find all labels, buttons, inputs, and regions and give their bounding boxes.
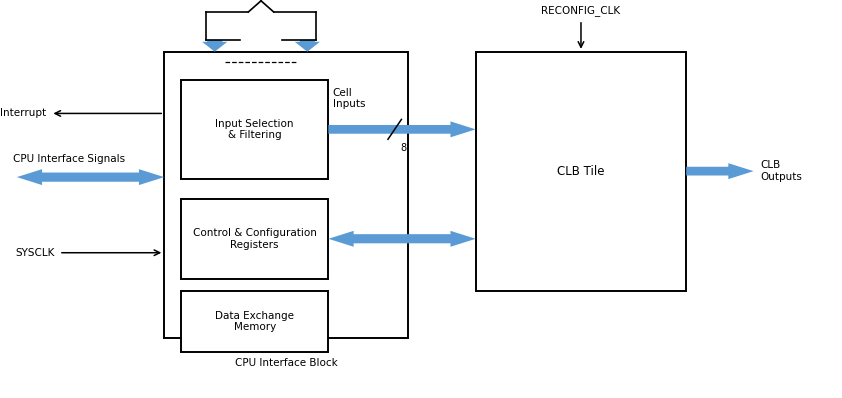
Text: Cell
Inputs: Cell Inputs: [333, 88, 365, 109]
Text: 8: 8: [400, 143, 406, 153]
Bar: [476, 52, 686, 291]
Text: CPU Interface Block: CPU Interface Block: [235, 358, 338, 368]
FancyArrow shape: [328, 231, 450, 247]
Text: Data Exchange
Memory: Data Exchange Memory: [216, 310, 294, 332]
FancyArrow shape: [17, 169, 139, 185]
FancyArrow shape: [42, 169, 164, 185]
Text: CLB
Outputs: CLB Outputs: [760, 160, 802, 182]
FancyArrow shape: [354, 231, 476, 247]
Text: CLB Tile: CLB Tile: [557, 165, 605, 178]
Bar: [181, 199, 328, 279]
Text: Input Selection
& Filtering: Input Selection & Filtering: [216, 119, 294, 140]
Text: PIE Interrupt: PIE Interrupt: [0, 108, 46, 119]
Text: CPU Interface Signals: CPU Interface Signals: [13, 154, 125, 164]
Text: Control & Configuration
Registers: Control & Configuration Registers: [193, 228, 317, 250]
Text: SYSCLK: SYSCLK: [15, 248, 55, 258]
Text: RECONFIG_CLK: RECONFIG_CLK: [541, 5, 621, 16]
FancyArrow shape: [295, 40, 320, 52]
FancyArrow shape: [328, 121, 476, 137]
Bar: [181, 80, 328, 179]
FancyArrow shape: [202, 40, 227, 52]
FancyArrow shape: [686, 163, 754, 179]
Bar: [181, 291, 328, 352]
Bar: [164, 52, 408, 338]
